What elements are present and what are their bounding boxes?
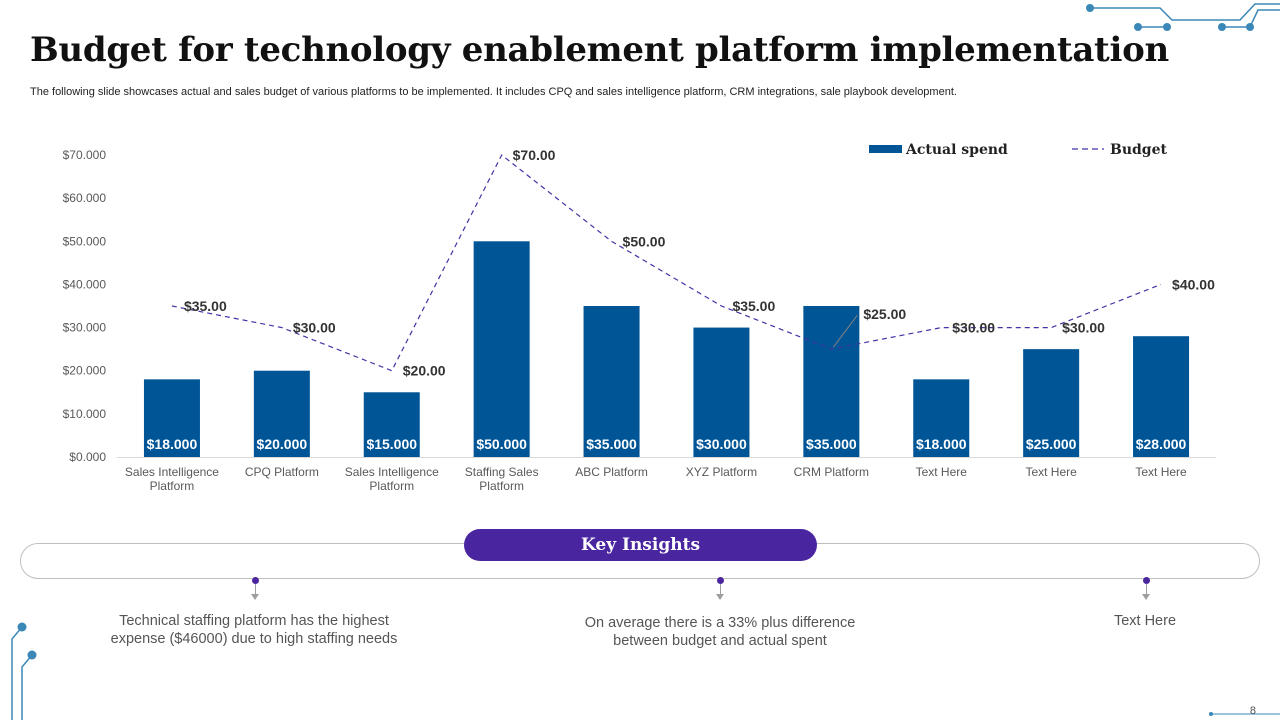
- budget-line: [171, 154, 1162, 372]
- x-tick-label: Text Here: [916, 465, 968, 479]
- bar-actual-spend: [913, 379, 970, 457]
- insight-arrow-3: [1142, 594, 1150, 600]
- bar-actual-spend: [253, 370, 310, 457]
- insight-connector-1: [255, 584, 256, 598]
- y-tick-label: $30.000: [63, 321, 107, 335]
- budget-series: $35.00 $30.00 $20.00 $70.00 $50.00 $35.00 $25.…: [171, 147, 1215, 379]
- y-tick-label: $60.000: [63, 191, 107, 205]
- bar-actual-spend: [1023, 349, 1080, 457]
- page-subtitle: The following slide showcases actual and…: [30, 86, 957, 98]
- bar-value-label: $28.000: [1136, 436, 1187, 452]
- bar-value-label: $35.000: [586, 436, 637, 452]
- x-tick-label: Text Here: [1025, 465, 1077, 479]
- insight-text-1: Technical staffing platform has the high…: [110, 613, 398, 647]
- budget-value-label: $70.00: [513, 147, 556, 163]
- budget-value-label: $30.00: [293, 320, 336, 336]
- insight-connector-2: [720, 584, 721, 598]
- bar-value-label: $35.000: [806, 436, 857, 452]
- x-tick-label: Sales Intelligence Platform: [125, 465, 219, 493]
- x-tick-label: ABC Platform: [575, 465, 648, 479]
- y-tick-label: $10.000: [63, 407, 107, 421]
- budget-value-label: $25.00: [863, 306, 906, 322]
- legend-label-actual: Actual spend: [905, 142, 1008, 158]
- legend-label-budget: Budget: [1110, 142, 1167, 158]
- bar-actual-spend: [473, 241, 530, 457]
- insight-text-2: On average there is a 33% plus differenc…: [584, 615, 856, 649]
- x-tick-label: CPQ Platform: [245, 465, 319, 479]
- x-axis: Sales Intelligence Platform CPQ Platform Sa…: [125, 465, 1187, 493]
- insight-connector-3: [1146, 584, 1147, 598]
- x-tick-label: Staffing Sales Platform: [465, 465, 539, 493]
- budget-value-label: $35.00: [732, 298, 775, 314]
- budget-value-label: $30.00: [1062, 320, 1105, 336]
- y-tick-label: $50.000: [63, 234, 107, 248]
- page-title: Budget for technology enablement platfor…: [30, 30, 1169, 70]
- actual-spend-series: $18.000 $20.000 $15.000 $50.000 $35.000 $30.0…: [143, 241, 1190, 457]
- bar-value-label: $20.000: [257, 436, 308, 452]
- insight-text-3: Text Here: [1113, 613, 1177, 629]
- insight-marker-1: [252, 577, 259, 584]
- budget-value-label: $20.00: [403, 363, 446, 379]
- insights-band: [20, 543, 1260, 579]
- legend-swatch-actual: [869, 145, 902, 153]
- insight-arrow-1: [251, 594, 259, 600]
- bar-actual-spend: [583, 306, 640, 457]
- bar-value-label: $25.000: [1026, 436, 1077, 452]
- bar-value-label: $15.000: [366, 436, 417, 452]
- bar-actual-spend: [693, 327, 750, 457]
- circuit-decoration-top: [1086, 3, 1280, 31]
- bar-value-label: $30.000: [696, 436, 747, 452]
- circuit-decoration-corner: [1209, 712, 1280, 716]
- y-tick-label: $70.000: [63, 148, 107, 162]
- insight-arrow-2: [716, 594, 724, 600]
- insight-marker-2: [717, 577, 724, 584]
- x-tick-label: CRM Platform: [794, 465, 869, 479]
- circuit-decoration-bottom: [11, 622, 37, 720]
- bar-actual-spend: [143, 379, 200, 457]
- y-tick-label: $40.000: [63, 277, 107, 291]
- y-tick-label: $20.000: [63, 364, 107, 378]
- x-tick-label: Text Here: [1135, 465, 1187, 479]
- y-tick-label: $0.000: [69, 450, 106, 464]
- chart-legend: Actual spend Budget: [869, 142, 1167, 158]
- insight-marker-3: [1143, 577, 1150, 584]
- bar-value-label: $50.000: [476, 436, 527, 452]
- budget-value-label: $40.00: [1172, 276, 1215, 292]
- bar-actual-spend: [1133, 336, 1190, 457]
- x-tick-label: Sales Intelligence Platform: [345, 465, 439, 493]
- bar-value-label: $18.000: [147, 436, 198, 452]
- budget-label-leader: [832, 314, 858, 348]
- budget-value-label: $50.00: [623, 233, 666, 249]
- x-tick-label: XYZ Platform: [686, 465, 757, 479]
- budget-value-label: $35.00: [184, 298, 227, 314]
- y-axis: $0.000 $10.000 $20.000 $30.000 $40.000 $50.00…: [63, 148, 107, 464]
- page-number: 8: [1249, 705, 1256, 717]
- bar-actual-spend: [363, 392, 420, 457]
- bar-value-label: $18.000: [916, 436, 967, 452]
- bar-actual-spend: [803, 306, 860, 457]
- key-insights-header: Key Insights: [464, 529, 817, 561]
- budget-chart: Actual spend Budget $0.000 $10.000 $20.000…: [63, 142, 1216, 493]
- budget-value-label: $30.00: [952, 320, 995, 336]
